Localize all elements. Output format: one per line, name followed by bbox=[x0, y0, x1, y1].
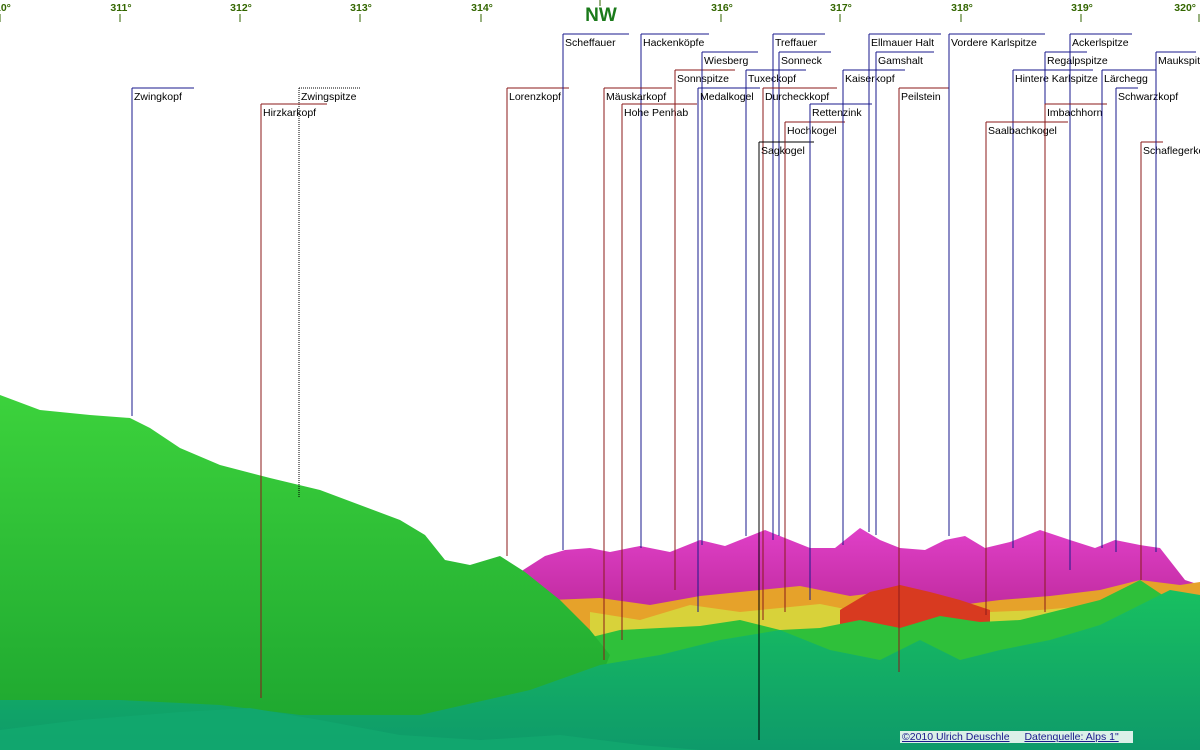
peak-label: Hirzkarkopf bbox=[260, 103, 327, 698]
peak-label: Hohe Penhab bbox=[621, 103, 697, 640]
peak-label: Hackenköpfe bbox=[640, 33, 709, 548]
degree-scale: 310° 311° 312° 313° 314° NW 316° 317° 31… bbox=[0, 0, 1200, 26]
peak-name: Imbachhorn bbox=[1047, 107, 1103, 119]
peak-name: Kaiserkopf bbox=[845, 73, 895, 85]
peak-name: Rettenzink bbox=[812, 107, 862, 119]
copyright-link[interactable]: ©2010 Ulrich Deuschle bbox=[902, 731, 1010, 743]
peak-label: Hochkogel bbox=[784, 121, 845, 612]
degree-label: 311° bbox=[110, 2, 131, 14]
peak-name: Ackerlspitze bbox=[1072, 37, 1129, 49]
peak-name: Schaflegerkopf bbox=[1143, 145, 1200, 157]
peak-label: Peilstein bbox=[898, 87, 949, 672]
peak-label: Scheffauer bbox=[562, 33, 629, 550]
credits: ©2010 Ulrich Deuschle Datenquelle: Alps … bbox=[900, 731, 1133, 743]
peak-name: Zwingspitze bbox=[301, 91, 357, 103]
peak-label: Schwarzkopf bbox=[1115, 87, 1178, 552]
peak-label: Durcheckkopf bbox=[762, 87, 837, 620]
peak-name: Hirzkarkopf bbox=[263, 107, 316, 119]
peak-label: Gamshalt bbox=[875, 51, 934, 535]
terrain bbox=[0, 395, 1200, 750]
peak-name: Hackenköpfe bbox=[643, 37, 704, 49]
degree-label: 320° bbox=[1174, 2, 1196, 14]
peak-label: Wiesberg bbox=[701, 51, 758, 545]
peak-name: Saalbachkogel bbox=[988, 125, 1057, 137]
peak-name: Scheffauer bbox=[565, 37, 616, 49]
peak-label: Kaiserkopf bbox=[842, 69, 905, 545]
degree-label: 314° bbox=[471, 2, 493, 14]
peak-name: Zwingkopf bbox=[134, 91, 182, 103]
near-ridge bbox=[0, 395, 610, 720]
peak-name: Sagkogel bbox=[761, 145, 805, 157]
peak-label: Rettenzink bbox=[809, 103, 872, 600]
peak-name: Schwarzkopf bbox=[1118, 91, 1178, 103]
peak-name: Tuxeckopf bbox=[748, 73, 796, 85]
peak-label: Maukspitze bbox=[1155, 51, 1200, 552]
peak-label: Sonneck bbox=[778, 51, 831, 536]
peak-label: Zwingspitze bbox=[298, 87, 361, 497]
peak-name: Ellmauer Halt bbox=[871, 37, 934, 49]
peak-name: Durcheckkopf bbox=[765, 91, 829, 103]
peak-label: Schaflegerkopf bbox=[1140, 141, 1200, 580]
degree-label: 318° bbox=[951, 2, 973, 14]
peak-name: Maukspitze bbox=[1158, 55, 1200, 67]
data-source-link[interactable]: Datenquelle: Alps 1" bbox=[1024, 731, 1119, 743]
peak-labels: Zwingkopf Zwingspitze Hirzkarkopf Lorenzkop… bbox=[131, 33, 1200, 740]
peak-name: Gamshalt bbox=[878, 55, 923, 67]
peak-label: Vordere Karlspitze bbox=[948, 33, 1045, 536]
front-hills bbox=[0, 590, 1200, 750]
peak-name: Treffauer bbox=[775, 37, 818, 49]
peak-label: Imbachhorn bbox=[1044, 103, 1107, 612]
peak-label: Tuxeckopf bbox=[745, 69, 806, 536]
peak-label: Medalkogel bbox=[697, 87, 760, 612]
peak-name: Hintere Karlspitze bbox=[1015, 73, 1098, 85]
peak-name: Lärchegg bbox=[1104, 73, 1148, 85]
peak-name: Peilstein bbox=[901, 91, 941, 103]
peak-name: Hohe Penhab bbox=[624, 107, 688, 119]
peak-name: Medalkogel bbox=[700, 91, 754, 103]
peak-label: Ackerlspitze bbox=[1069, 33, 1132, 570]
peak-name: Vordere Karlspitze bbox=[951, 37, 1037, 49]
peak-name: Sonneck bbox=[781, 55, 823, 67]
degree-label: 319° bbox=[1071, 2, 1093, 14]
degree-label: 317° bbox=[830, 2, 852, 14]
foreground-hill bbox=[0, 708, 700, 750]
peak-name: Mäuskarkopf bbox=[606, 91, 666, 103]
peak-name: Wiesberg bbox=[704, 55, 749, 67]
peak-name: Sonnspitze bbox=[677, 73, 729, 85]
degree-label: 313° bbox=[350, 2, 372, 14]
peak-name: Regalpspitze bbox=[1047, 55, 1108, 67]
compass-label: NW bbox=[585, 5, 617, 26]
peak-label: Treffauer bbox=[772, 33, 825, 540]
peak-label: Lorenzkopf bbox=[506, 87, 569, 556]
peak-label: Ellmauer Halt bbox=[868, 33, 941, 532]
peak-label: Saalbachkogel bbox=[985, 121, 1068, 615]
degree-label: 316° bbox=[711, 2, 733, 14]
peak-label: Sagkogel bbox=[758, 141, 814, 740]
peak-label: Zwingkopf bbox=[131, 87, 194, 416]
peak-name: Lorenzkopf bbox=[509, 91, 561, 103]
peak-name: Hochkogel bbox=[787, 125, 837, 137]
peak-label: Mäuskarkopf bbox=[603, 87, 672, 660]
peak-label: Hintere Karlspitze bbox=[1012, 69, 1098, 548]
degree-label: 312° bbox=[230, 2, 252, 14]
peak-label: Lärchegg bbox=[1101, 69, 1156, 548]
degree-label: 310° bbox=[0, 2, 11, 14]
peak-label: Sonnspitze bbox=[674, 69, 735, 590]
